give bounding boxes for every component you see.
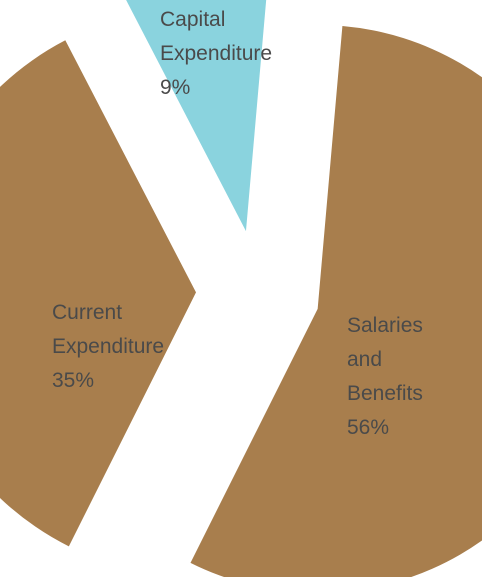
- slice-value-salaries-and-benefits: 56%: [347, 416, 389, 439]
- slice-label-salaries-and-benefits: Salaries and Benefits 56%: [347, 314, 423, 439]
- slice-label-line: Expenditure: [52, 335, 164, 358]
- slice-label-line: Salaries: [347, 314, 423, 337]
- slice-label-line: Capital: [160, 8, 225, 31]
- pie-slice-current-expenditure: [0, 40, 197, 547]
- pie-slice-salaries-and-benefits: [190, 25, 482, 577]
- slice-label-line: and: [347, 348, 382, 371]
- slice-label-capital-expenditure: Capital Expenditure 9%: [160, 8, 272, 99]
- slice-label-current-expenditure: Current Expenditure 35%: [52, 301, 164, 392]
- slice-label-line: Current: [52, 301, 122, 324]
- slice-value-current-expenditure: 35%: [52, 369, 94, 392]
- slice-label-line: Expenditure: [160, 42, 272, 65]
- slice-value-capital-expenditure: 9%: [160, 76, 190, 99]
- pie-slice-capital-expenditure: [126, 0, 267, 232]
- slice-label-line: Benefits: [347, 382, 423, 405]
